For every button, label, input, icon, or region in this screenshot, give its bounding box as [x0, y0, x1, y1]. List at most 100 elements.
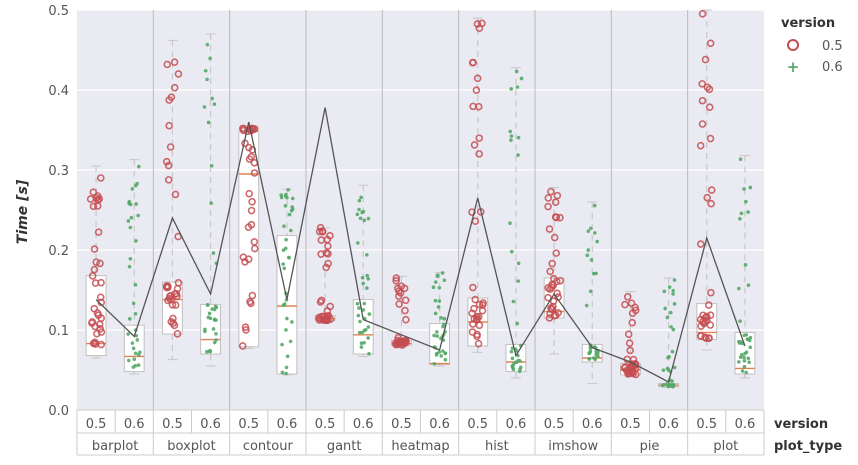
y-tick-label: 0.3 — [48, 164, 69, 179]
point-v05 — [547, 304, 555, 313]
point-v05 — [698, 96, 707, 105]
category-label: boxplot — [167, 439, 215, 454]
point-v06 — [586, 248, 591, 252]
point-v06 — [436, 305, 441, 309]
point-v05 — [701, 313, 710, 322]
point-v05 — [703, 193, 711, 202]
point-v05 — [164, 176, 173, 184]
point-v05 — [704, 301, 713, 309]
point-v06 — [516, 135, 521, 140]
point-v05 — [170, 58, 179, 66]
point-v06 — [748, 185, 753, 190]
point-v05 — [552, 213, 561, 222]
point-v06 — [746, 337, 751, 341]
point-v05 — [621, 300, 629, 309]
point-v05 — [626, 346, 634, 355]
point-v06 — [127, 200, 132, 205]
point-v06 — [361, 308, 366, 312]
point-v05 — [401, 296, 410, 305]
point-v06 — [359, 341, 364, 346]
point-v06 — [206, 120, 211, 125]
point-v06 — [661, 368, 666, 372]
version-row-label: version — [774, 417, 828, 432]
category-label: gantt — [327, 439, 362, 454]
box — [429, 323, 451, 365]
point-v05 — [399, 339, 407, 348]
point-v05 — [553, 191, 562, 200]
point-v05 — [96, 174, 105, 182]
point-v05 — [551, 198, 560, 207]
point-v05 — [473, 312, 481, 321]
version-tick-label: 0.6 — [353, 417, 374, 432]
point-v05 — [322, 249, 331, 257]
point-v06 — [515, 321, 520, 326]
mean-line — [95, 107, 746, 383]
x-label-table: 0.5 0.6 barplot 0.5 0.6 boxplot 0.5 0.6 contour 0… — [76, 409, 765, 456]
point-v06 — [357, 306, 361, 310]
point-v06 — [672, 302, 677, 306]
point-v05 — [324, 259, 332, 268]
point-v06 — [737, 286, 741, 291]
point-v06 — [281, 303, 286, 308]
point-v06 — [442, 316, 447, 321]
point-v06 — [441, 349, 445, 353]
point-v06 — [127, 264, 132, 269]
point-v05 — [478, 19, 486, 28]
y-tick-label: 0.5 — [48, 4, 69, 19]
point-v06 — [588, 289, 593, 294]
point-v06 — [509, 134, 514, 138]
point-v06 — [748, 345, 753, 350]
point-v06 — [516, 153, 520, 157]
y-tick-label: 0.2 — [48, 244, 69, 259]
point-v06 — [130, 187, 135, 191]
point-v06 — [126, 332, 130, 336]
point-v06 — [357, 198, 362, 203]
point-v06 — [743, 351, 747, 356]
point-v05 — [544, 202, 552, 211]
point-v06 — [209, 201, 213, 205]
point-v05 — [238, 342, 247, 350]
point-v05 — [552, 277, 561, 286]
point-v06 — [441, 322, 446, 327]
point-v06 — [660, 383, 665, 388]
point-v06 — [362, 218, 367, 223]
point-v05 — [698, 10, 707, 18]
point-v05 — [703, 83, 712, 92]
version-tick-label: 0.6 — [735, 417, 756, 432]
y-tick-label: 0.4 — [48, 84, 69, 99]
point-v06 — [431, 285, 436, 290]
point-v06 — [586, 229, 591, 233]
point-v05 — [550, 233, 559, 242]
point-v05 — [93, 202, 102, 210]
point-v06 — [365, 253, 369, 257]
point-v05 — [316, 223, 325, 232]
y-axis-label: Time [s] — [15, 179, 31, 244]
point-v05 — [170, 83, 179, 92]
point-v06 — [207, 311, 212, 316]
point-v06 — [671, 327, 676, 332]
point-v06 — [137, 164, 141, 169]
point-v06 — [665, 315, 670, 320]
point-v06 — [203, 68, 208, 73]
point-v06 — [662, 289, 667, 294]
point-v06 — [742, 355, 746, 360]
category-label: pie — [640, 439, 660, 454]
plot-background — [77, 10, 764, 410]
point-v05 — [172, 290, 181, 298]
point-v05 — [705, 103, 714, 112]
point-v06 — [515, 85, 520, 89]
point-v06 — [519, 76, 524, 81]
point-v06 — [509, 138, 513, 142]
point-v05 — [248, 291, 257, 300]
point-v05 — [631, 306, 640, 315]
point-v06 — [743, 263, 748, 267]
point-v06 — [281, 262, 285, 266]
point-v05 — [162, 283, 171, 292]
point-v05 — [318, 227, 327, 236]
point-v06 — [202, 105, 207, 109]
point-v06 — [739, 211, 744, 216]
point-v05 — [706, 134, 715, 143]
point-v06 — [367, 351, 371, 356]
point-v06 — [667, 285, 672, 289]
point-v06 — [439, 316, 443, 320]
